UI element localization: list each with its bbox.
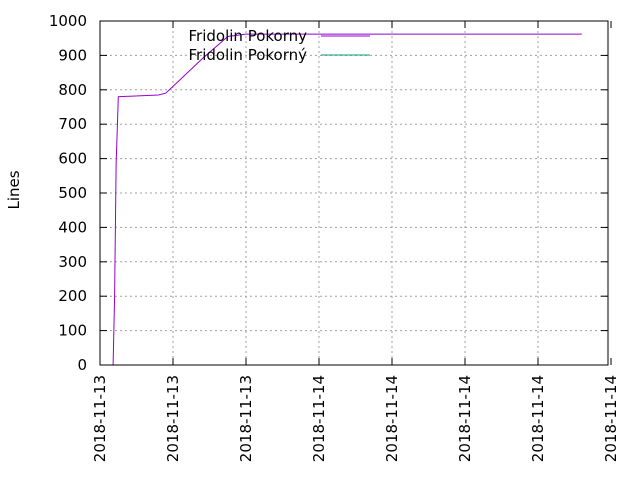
y-tick-label: 0 [77,356,87,374]
legend-label: Fridolin Pokorny [189,27,308,45]
y-axis-title: Lines [5,170,23,209]
y-tick-label: 600 [58,150,87,168]
x-axis-ticks: 2018-11-13 2018-11-13 2018-11-13 2018-11-14… [91,21,620,462]
y-tick-label: 400 [58,218,87,236]
grid-lines [100,21,608,365]
y-tick-label: 800 [58,81,87,99]
x-tick-label: 2018-11-14 [383,375,401,462]
x-tick-label: 2018-11-14 [310,375,328,462]
y-tick-label: 200 [58,287,87,305]
x-tick-label: 2018-11-14 [529,375,547,462]
x-tick-label: 2018-11-13 [164,375,182,462]
y-axis-ticks: 0 100 200 300 400 500 600 700 800 900 1000 [49,12,608,374]
y-tick-label: 100 [58,322,87,340]
series-lines [112,33,582,366]
series-line [112,33,582,366]
y-tick-label: 300 [58,253,87,271]
x-tick-label: 2018-11-14 [456,375,474,462]
x-tick-label: 2018-11-14 [602,375,620,462]
y-tick-label: 500 [58,184,87,202]
plot-frame [99,20,609,366]
y-tick-label: 900 [58,46,87,64]
x-tick-label: 2018-11-13 [91,375,109,462]
y-tick-label: 1000 [49,12,87,30]
y-tick-label: 700 [58,115,87,133]
x-tick-label: 2018-11-13 [237,375,255,462]
legend-label: Fridolin Pokorný [189,46,308,64]
